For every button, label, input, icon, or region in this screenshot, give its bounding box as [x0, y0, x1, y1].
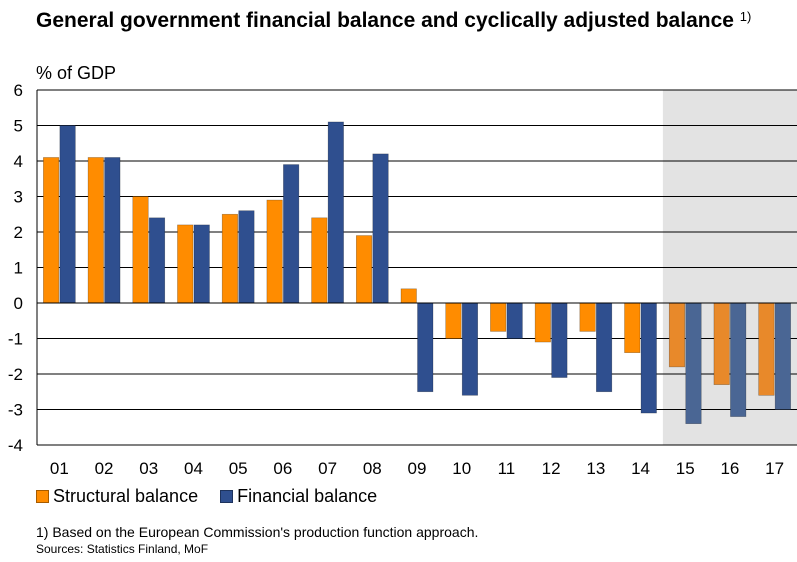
bar-structural	[400, 288, 417, 304]
chart-title-text: General government financial balance and…	[36, 9, 734, 32]
bar-financial	[327, 121, 344, 304]
footnote: 1) Based on the European Commission's pr…	[36, 524, 479, 540]
y-tick-label: 1	[14, 259, 23, 278]
bar-structural	[490, 302, 507, 332]
bar-structural	[758, 302, 775, 396]
x-tick-label: 04	[184, 459, 203, 478]
bar-financial	[774, 302, 791, 410]
chart-unit-label: % of GDP	[36, 63, 117, 83]
bar-structural	[713, 302, 730, 385]
y-tick-label: 6	[14, 81, 23, 100]
legend-item-structural: Structural balance	[36, 486, 198, 507]
legend-swatch-structural	[36, 490, 49, 503]
y-tick-label: -4	[8, 436, 23, 455]
bar-financial	[193, 224, 210, 304]
bar-structural	[668, 302, 686, 368]
bar-structural	[624, 302, 641, 354]
chart-title: General government financial balance and…	[36, 4, 786, 34]
bar-structural	[266, 199, 283, 304]
legend-label-structural: Structural balance	[53, 486, 199, 506]
legend-item-financial: Financial balance	[220, 486, 377, 507]
x-tick-label: 15	[676, 459, 695, 478]
bar-financial	[148, 217, 166, 304]
bar-structural	[311, 217, 328, 304]
x-tick-label: 01	[50, 459, 69, 478]
x-tick-label: 05	[229, 459, 248, 478]
bar-structural	[534, 302, 551, 343]
bar-financial	[506, 302, 523, 339]
x-tick-label: 08	[363, 459, 382, 478]
x-tick-label: 09	[408, 459, 427, 478]
x-tick-label: 14	[631, 459, 650, 478]
bar-financial	[730, 302, 747, 417]
x-tick-label: 13	[586, 459, 605, 478]
bar-structural	[445, 302, 462, 339]
bar-financial	[596, 302, 613, 393]
x-tick-label: 11	[498, 459, 516, 478]
bar-structural	[579, 302, 596, 332]
bar-structural	[177, 224, 194, 304]
y-tick-label: 3	[14, 188, 23, 207]
bar-financial	[283, 164, 300, 304]
sources-note: Sources: Statistics Finland, MoF	[36, 542, 209, 556]
y-tick-label: -1	[8, 330, 23, 349]
bar-financial	[372, 153, 389, 304]
x-tick-label: 07	[318, 459, 337, 478]
y-tick-label: 2	[14, 223, 23, 242]
bar-financial	[640, 302, 657, 414]
bar-financial	[685, 302, 702, 424]
x-tick-label: 02	[95, 459, 114, 478]
x-tick-label: 16	[720, 459, 739, 478]
x-tick-label: 06	[273, 459, 292, 478]
bar-structural	[221, 213, 238, 304]
legend-swatch-financial	[220, 490, 234, 503]
y-tick-label: 4	[14, 152, 23, 171]
y-tick-label: 5	[14, 117, 23, 136]
bar-structural	[355, 235, 373, 304]
bar-structural	[132, 196, 149, 304]
x-tick-label: 03	[139, 459, 158, 478]
bar-financial	[551, 302, 568, 378]
bar-structural	[43, 157, 60, 304]
x-tick-label: 12	[542, 459, 561, 478]
chart-title-note: 1)	[739, 9, 752, 24]
legend-label-financial: Financial balance	[237, 486, 378, 506]
x-tick-label: 10	[452, 459, 471, 478]
y-tick-label: -2	[8, 365, 23, 384]
bar-financial	[417, 302, 434, 393]
bar-structural	[87, 157, 104, 304]
bar-financial	[461, 302, 479, 396]
bar-financial	[59, 125, 76, 304]
legend: Structural balance Financial balance	[36, 486, 399, 507]
bar-financial	[238, 210, 255, 304]
bar-financial	[104, 157, 121, 304]
y-tick-label: 0	[14, 294, 23, 313]
y-tick-label: -3	[8, 401, 23, 420]
x-tick-label: 17	[765, 459, 784, 478]
